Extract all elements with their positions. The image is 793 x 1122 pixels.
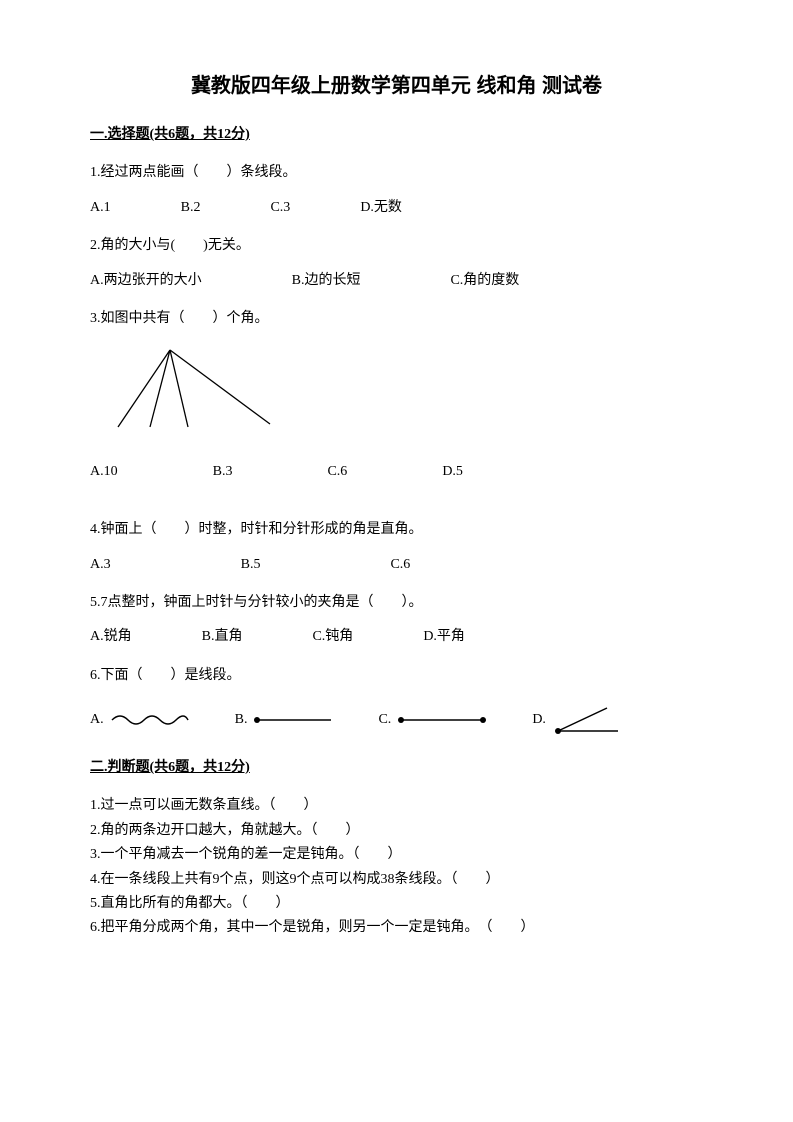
tf-2: 2.角的两条边开口越大，角就越大。（ ）: [90, 820, 703, 842]
angle-fan-icon: [110, 342, 280, 432]
q5-options: A.锐角 B.直角 C.钝角 D.平角: [90, 626, 703, 648]
q1-optC: C.3: [270, 197, 290, 219]
q4-text: 4.钟面上（ ）时整，时针和分针形成的角是直角。: [90, 519, 703, 541]
q3-optC: C.6: [327, 461, 347, 483]
q6-optC-label: C.: [378, 709, 391, 731]
q6-optC: C.: [378, 709, 487, 731]
q2-optB: B.边的长短: [292, 270, 361, 292]
q4-optC: C.6: [390, 554, 410, 576]
q5-optA: A.锐角: [90, 626, 132, 648]
q6-optA: A.: [90, 709, 190, 731]
q3-optA: A.10: [90, 461, 118, 483]
q3-optD: D.5: [442, 461, 463, 483]
q1-text: 1.经过两点能画（ ）条线段。: [90, 162, 703, 184]
page-title: 冀教版四年级上册数学第四单元 线和角 测试卷: [90, 70, 703, 102]
question-3: 3.如图中共有（ ）个角。 A.10 B.3 C.6 D.5: [90, 308, 703, 483]
q1-optD: D.无数: [360, 197, 402, 219]
q6-optA-label: A.: [90, 709, 104, 731]
tf-1: 1.过一点可以画无数条直线。（ ）: [90, 795, 703, 817]
q1-optA: A.1: [90, 197, 111, 219]
q1-optB: B.2: [181, 197, 201, 219]
q2-options: A.两边张开的大小 B.边的长短 C.角的度数: [90, 270, 703, 292]
q2-optA: A.两边张开的大小: [90, 270, 202, 292]
question-1: 1.经过两点能画（ ）条线段。 A.1 B.2 C.3 D.无数: [90, 162, 703, 219]
segment-icon: [397, 715, 487, 725]
angle-icon: [552, 705, 622, 735]
q3-optB: B.3: [213, 461, 233, 483]
q3-text: 3.如图中共有（ ）个角。: [90, 308, 703, 330]
q4-optB: B.5: [241, 554, 261, 576]
tf-4: 4.在一条线段上共有9个点，则这9个点可以构成38条线段。（ ）: [90, 869, 703, 891]
q6-optD: D.: [532, 705, 622, 735]
q6-optB: B.: [235, 709, 334, 731]
q5-optC: C.钝角: [312, 626, 353, 648]
q4-optA: A.3: [90, 554, 111, 576]
q3-options: A.10 B.3 C.6 D.5: [90, 461, 703, 483]
q5-optB: B.直角: [202, 626, 243, 648]
q2-optC: C.角的度数: [450, 270, 519, 292]
wavy-line-icon: [110, 712, 190, 728]
section1-header: 一.选择题(共6题，共12分): [90, 124, 703, 146]
question-2: 2.角的大小与( )无关。 A.两边张开的大小 B.边的长短 C.角的度数: [90, 235, 703, 292]
question-4: 4.钟面上（ ）时整，时针和分针形成的角是直角。 A.3 B.5 C.6: [90, 519, 703, 576]
q6-text: 6.下面（ ）是线段。: [90, 665, 703, 687]
q2-text: 2.角的大小与( )无关。: [90, 235, 703, 257]
tf-list: 1.过一点可以画无数条直线。（ ） 2.角的两条边开口越大，角就越大。（ ） 3…: [90, 795, 703, 939]
q6-options: A. B. C. D.: [90, 705, 703, 735]
q1-options: A.1 B.2 C.3 D.无数: [90, 197, 703, 219]
q5-text: 5.7点整时，钟面上时针与分针较小的夹角是（ ）。: [90, 592, 703, 614]
tf-6: 6.把平角分成两个角，其中一个是锐角，则另一个一定是钝角。 （ ）: [90, 917, 703, 939]
tf-3: 3.一个平角减去一个锐角的差一定是钝角。（ ）: [90, 844, 703, 866]
q5-optD: D.平角: [423, 626, 465, 648]
ray-icon: [253, 715, 333, 725]
tf-5: 5.直角比所有的角都大。（ ）: [90, 893, 703, 915]
q6-optB-label: B.: [235, 709, 248, 731]
question-6: 6.下面（ ）是线段。 A. B. C. D.: [90, 665, 703, 735]
q3-figure: [110, 342, 703, 440]
question-5: 5.7点整时，钟面上时针与分针较小的夹角是（ ）。 A.锐角 B.直角 C.钝角…: [90, 592, 703, 649]
q4-options: A.3 B.5 C.6: [90, 554, 703, 576]
section2-header: 二.判断题(共6题，共12分): [90, 757, 703, 779]
q6-optD-label: D.: [532, 709, 546, 731]
